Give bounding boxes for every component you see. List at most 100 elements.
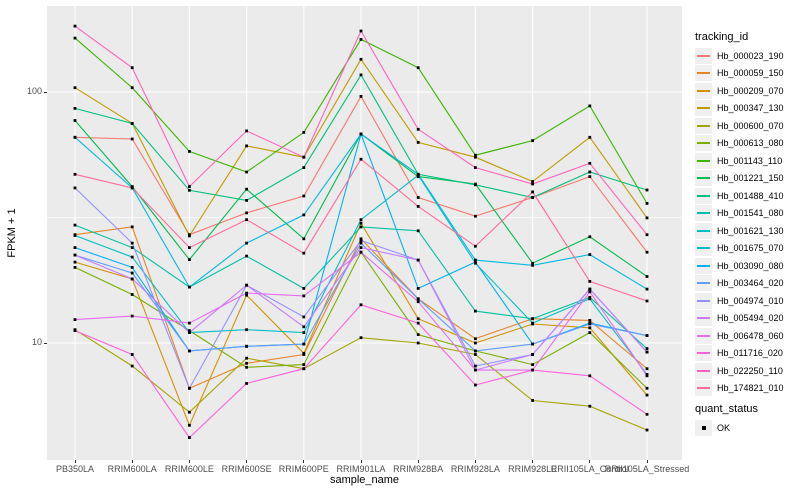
data-point [359,241,363,245]
data-point [474,368,477,372]
data-point [245,129,248,133]
legend-item-Hb_000613_080: Hb_000613_080 [695,135,800,153]
data-point [73,253,77,257]
data-point [188,321,191,325]
data-point [188,331,191,334]
legend-line-sample [697,142,710,145]
x-tick-label: RRIM901LA [336,464,386,474]
legend-key-swatch [695,47,712,64]
data-point [588,280,592,283]
data-point [130,277,134,281]
data-point [188,150,191,153]
legend-item-Hb_003464_020: Hb_003464_020 [695,275,800,293]
data-point [73,266,77,269]
legend-item-label: Hb_000613_080 [717,138,784,149]
data-point [359,250,363,254]
data-point [645,299,649,303]
data-point [245,293,248,297]
data-point [73,186,77,190]
data-point [416,141,420,144]
data-point [531,368,534,372]
data-point [531,363,534,366]
data-point [359,336,363,340]
tick-mark [360,460,362,463]
legend-line-sample [697,229,710,232]
legend-item-label: Hb_000023_190 [717,50,784,61]
data-point [359,95,363,98]
data-point [359,239,363,242]
tick-mark [44,342,47,344]
data-point [645,233,649,237]
legend-key-swatch [695,117,712,134]
legend-line-sample [697,159,710,162]
data-point [588,374,592,378]
data-point [130,255,134,259]
data-point [416,205,420,208]
legend-key-swatch [695,135,712,152]
data-point [416,287,420,290]
data-point [245,344,248,348]
y-tick-label: 100 [26,86,42,96]
square-marker-icon [701,425,706,430]
legend-line-sample [697,334,710,337]
x-tick-label: PB350LA [55,464,95,474]
data-point [73,24,77,28]
legend-line-sample [697,352,710,355]
legend-key-swatch [695,152,712,169]
data-point [188,246,191,249]
legend-item-label: Hb_001488_410 [717,190,784,201]
legend-item-label: Hb_003090_080 [717,260,784,271]
data-point [416,196,420,199]
data-point [474,309,477,313]
legend-line-sample [697,317,710,320]
x-tick-label: RRII105LA_Control [550,464,629,474]
data-point [588,170,592,174]
legend-item-Hb_005494_020: Hb_005494_020 [695,310,800,328]
legend-key-swatch [695,170,712,187]
legend-item-Hb_001675_070: Hb_001675_070 [695,240,800,258]
data-point [359,237,363,241]
data-point [188,185,191,188]
data-point [188,329,191,332]
data-point [302,331,306,334]
data-point [531,190,534,194]
x-tick-label: RRIM928BA [393,464,444,474]
data-point [245,241,248,245]
data-point [416,127,420,131]
data-point [130,364,134,368]
data-point [302,251,306,255]
data-point [645,275,649,278]
legend-line-sample [697,247,710,250]
legend-item-Hb_000347_130: Hb_000347_130 [695,100,800,118]
legend-item-Hb_000023_190: Hb_000023_190 [695,47,800,65]
data-point [416,333,420,336]
data-point [245,170,248,174]
data-point [416,229,420,233]
data-point [130,137,134,141]
data-point [645,250,649,254]
data-point [588,290,592,294]
x-axis-title: sample_name [329,474,400,486]
data-point [588,319,592,322]
data-point [588,253,592,256]
legend-line-sample [697,282,710,285]
legend-line-sample [697,194,710,197]
data-point [645,188,649,192]
data-point [531,321,534,325]
legend-key-swatch [695,65,712,82]
data-point [130,293,134,296]
data-point [416,341,420,345]
data-point [645,386,649,390]
legend-item-label: Hb_000600_070 [717,120,784,131]
data-point [73,234,77,237]
legend-item-ok: OK [695,419,800,437]
legend-key-swatch [695,205,712,222]
data-point [188,349,191,353]
legend-item-label: Hb_005494_020 [717,313,784,324]
data-point [588,404,592,408]
tick-mark [474,460,476,463]
ok-marker-key [695,419,712,436]
data-point [474,183,477,187]
legend-item-Hb_001221_150: Hb_001221_150 [695,170,800,188]
data-point [245,328,248,332]
